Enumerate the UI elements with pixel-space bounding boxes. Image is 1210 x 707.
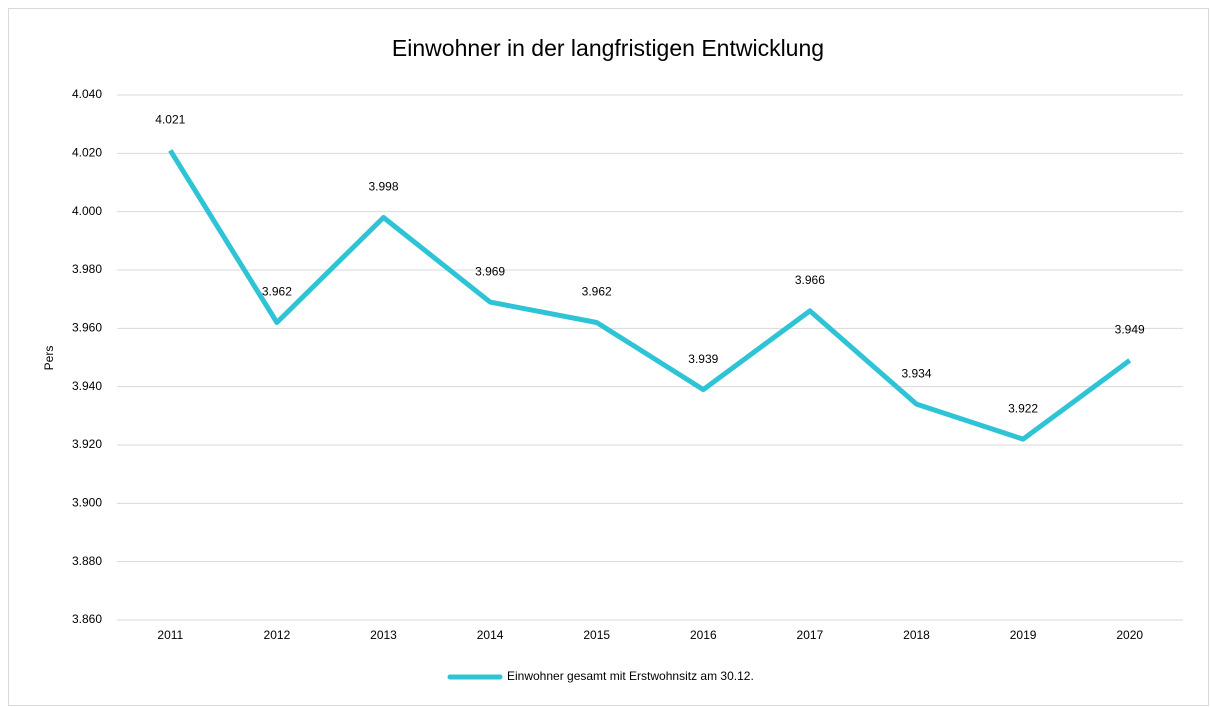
y-tick-label: 3.920 <box>72 437 102 451</box>
data-label: 3.969 <box>475 264 505 278</box>
x-tick-label: 2014 <box>477 628 504 642</box>
data-label: 3.939 <box>688 352 718 366</box>
y-tick-label: 3.880 <box>72 554 102 568</box>
y-axis-label: Pers <box>42 346 56 371</box>
y-tick-label: 4.000 <box>72 204 102 218</box>
x-tick-label: 2017 <box>797 628 824 642</box>
y-tick-label: 4.040 <box>72 87 102 101</box>
x-tick-label: 2020 <box>1116 628 1143 642</box>
data-label: 3.922 <box>1008 401 1038 415</box>
data-label: 3.934 <box>901 366 931 380</box>
data-label: 3.998 <box>368 180 398 194</box>
y-tick-label: 3.960 <box>72 321 102 335</box>
x-tick-label: 2018 <box>903 628 930 642</box>
y-tick-label: 3.900 <box>72 496 102 510</box>
y-tick-label: 3.860 <box>72 612 102 626</box>
data-label: 3.949 <box>1115 323 1145 337</box>
y-tick-label: 4.020 <box>72 146 102 160</box>
x-tick-label: 2015 <box>583 628 610 642</box>
y-tick-label: 3.980 <box>72 262 102 276</box>
data-label: 3.966 <box>795 273 825 287</box>
x-tick-label: 2011 <box>157 628 183 642</box>
chart-frame <box>8 8 1209 706</box>
x-tick-label: 2013 <box>370 628 397 642</box>
x-tick-label: 2016 <box>690 628 717 642</box>
x-tick-label: 2012 <box>264 628 291 642</box>
line-series <box>168 149 1132 442</box>
chart-title: Einwohner in der langfristigen Entwicklu… <box>392 35 824 61</box>
x-tick-label: 2019 <box>1010 628 1037 642</box>
data-label: 3.962 <box>262 285 292 299</box>
y-tick-label: 3.940 <box>72 379 102 393</box>
legend-label: Einwohner gesamt mit Erstwohnsitz am 30.… <box>507 669 754 683</box>
data-label: 3.962 <box>582 285 612 299</box>
data-label: 4.021 <box>155 113 185 127</box>
